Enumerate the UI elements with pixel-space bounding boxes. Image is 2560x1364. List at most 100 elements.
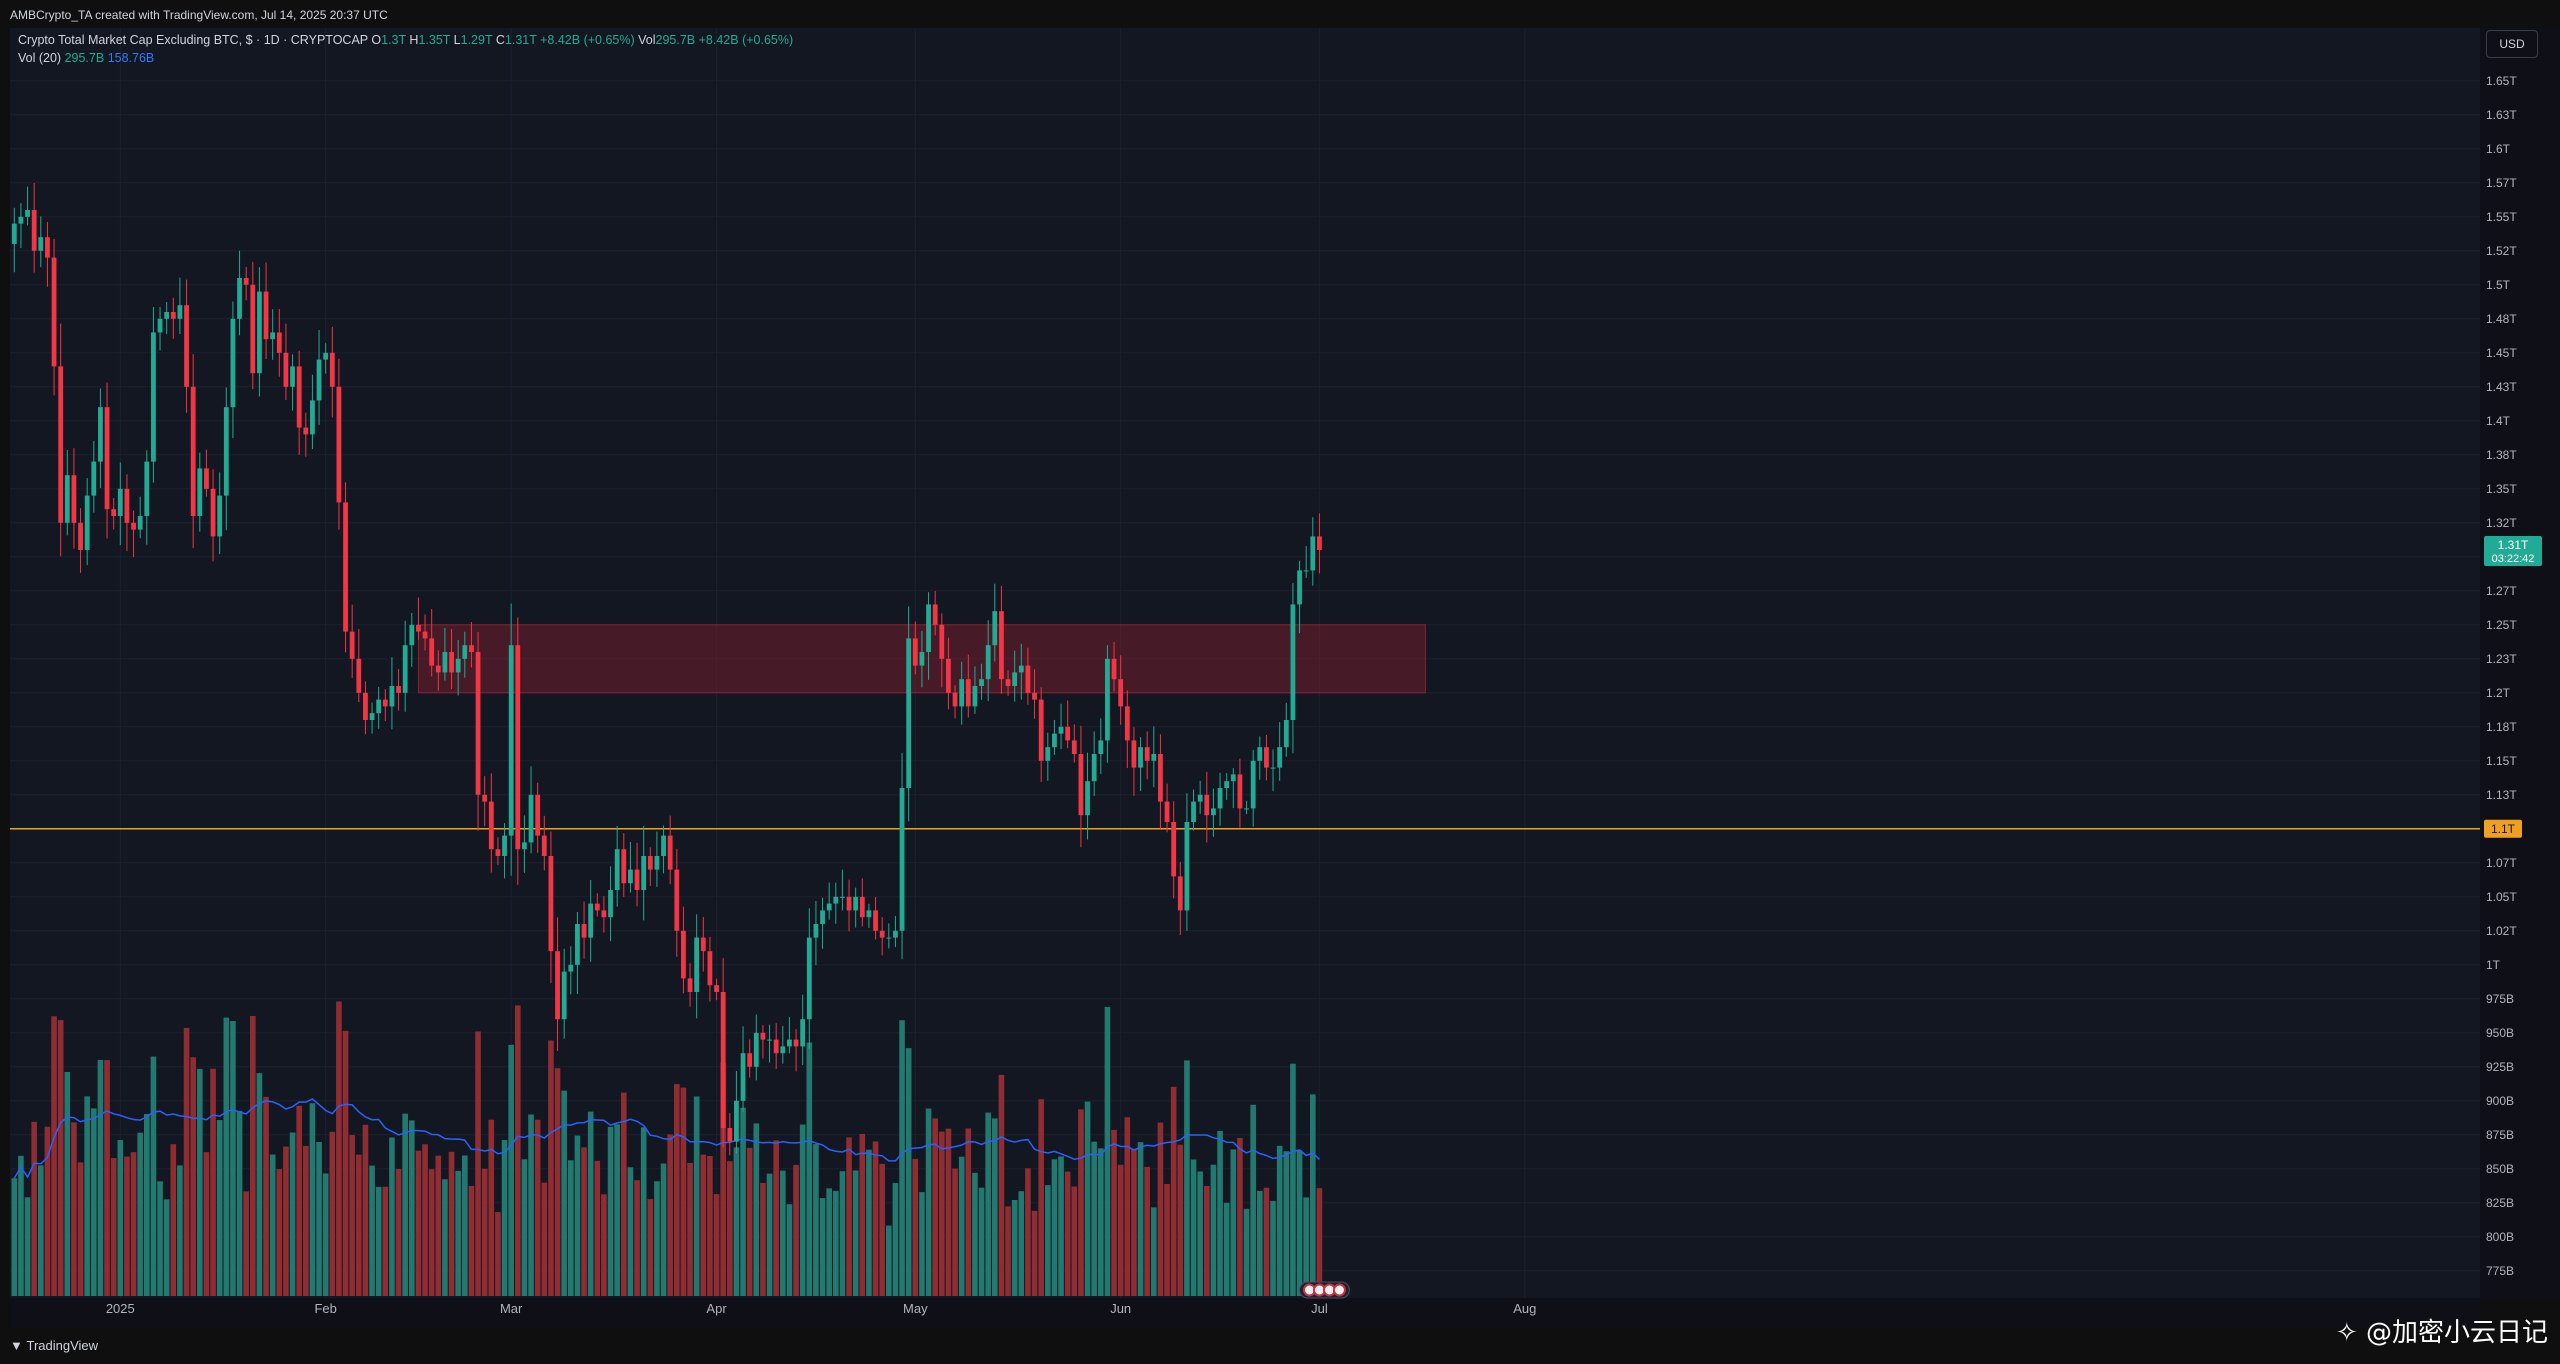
price-tick-label: 1.2T xyxy=(2486,686,2511,700)
candle-body xyxy=(11,223,17,244)
volume-bar xyxy=(621,1092,627,1296)
candle-body xyxy=(416,624,421,632)
candle xyxy=(475,631,481,831)
us-flag-icon[interactable] xyxy=(1298,1281,1350,1299)
candle xyxy=(71,448,77,549)
volume-bar xyxy=(680,1087,687,1296)
candle xyxy=(985,620,991,702)
volume-bar xyxy=(309,1103,316,1296)
volume-bar xyxy=(1237,1137,1243,1296)
volume-bar xyxy=(1137,1142,1144,1296)
candle xyxy=(893,916,898,948)
symbol-legend[interactable]: Crypto Total Market Cap Excluding BTC, $… xyxy=(18,33,793,47)
candle xyxy=(740,1026,746,1112)
volume-bar xyxy=(236,1110,243,1296)
vol20-label[interactable]: Vol (20) xyxy=(18,51,62,65)
candle-body xyxy=(223,407,229,496)
volume-bar xyxy=(1018,1191,1025,1296)
candle-body xyxy=(58,366,64,523)
candle-body xyxy=(740,1053,746,1101)
candle xyxy=(296,350,302,455)
candle xyxy=(104,382,110,539)
candle xyxy=(926,592,931,680)
volume-bar xyxy=(1223,1202,1230,1296)
volume-bar xyxy=(574,1135,581,1296)
candle xyxy=(1158,734,1163,830)
time-axis[interactable]: 2025 Feb Mar Apr May Jun Jul Aug xyxy=(10,1298,2480,1328)
currency-button[interactable]: USD xyxy=(2486,30,2538,58)
volume-bar xyxy=(150,1056,157,1296)
volume-bar xyxy=(1190,1159,1197,1296)
candle-body xyxy=(1065,726,1071,741)
volume-bar xyxy=(667,1134,673,1296)
volume-bar xyxy=(223,1017,230,1296)
price-tick-label: 1.38T xyxy=(2486,448,2517,462)
candle xyxy=(488,773,494,873)
candle xyxy=(1310,517,1316,586)
volume-bar xyxy=(521,1159,528,1296)
volume-bar xyxy=(1058,1156,1064,1296)
candle-body xyxy=(734,1100,739,1142)
candle xyxy=(323,343,329,374)
symbol-title[interactable]: Crypto Total Market Cap Excluding BTC, $… xyxy=(18,33,368,47)
candle xyxy=(568,946,574,995)
volume-bar xyxy=(892,1183,899,1296)
candle-body xyxy=(190,386,196,516)
candle-body xyxy=(389,686,395,707)
price-axis[interactable]: 1.65T 1.63T 1.6T 1.57T 1.55T 1.52T 1.5T 1.48T 1.… xyxy=(2480,28,2560,1298)
candle-body xyxy=(674,869,680,931)
volume-bar xyxy=(1005,1206,1011,1296)
candle-body xyxy=(363,692,368,720)
volume-bar xyxy=(296,1105,302,1296)
price-tick-label: 1.27T xyxy=(2486,584,2517,598)
price-axis-bg xyxy=(2480,28,2560,1298)
candle-body xyxy=(1171,822,1177,877)
candle xyxy=(502,823,507,879)
candle-body xyxy=(1164,801,1170,822)
candle xyxy=(495,837,501,865)
candle-body xyxy=(323,352,329,360)
candle xyxy=(687,963,693,1007)
candle xyxy=(1151,726,1157,788)
tradingview-brand[interactable]: ▼ TradingView xyxy=(10,1338,98,1353)
candle xyxy=(972,666,978,714)
volume-legend[interactable]: Vol (20) 295.7B 158.76B xyxy=(18,51,154,65)
candle-body xyxy=(581,924,587,938)
candle xyxy=(899,752,905,960)
candle xyxy=(124,474,130,551)
candle xyxy=(1005,670,1011,696)
price-tick-label: 1.07T xyxy=(2486,856,2517,870)
candle xyxy=(661,825,666,874)
candle xyxy=(535,782,541,853)
candle xyxy=(1224,772,1230,800)
price-tick-label: 875B xyxy=(2486,1128,2514,1142)
candle xyxy=(601,896,607,933)
candle xyxy=(1171,801,1177,899)
time-tick-label: Jul xyxy=(1311,1301,1328,1316)
candle xyxy=(1065,700,1071,749)
vol-change-value: +8.42B (+0.65%) xyxy=(698,33,794,47)
candle-body xyxy=(999,611,1004,680)
volume-bar xyxy=(548,1040,554,1296)
candle xyxy=(482,776,488,827)
price-tick-label: 1.32T xyxy=(2486,516,2517,530)
candle-body xyxy=(1184,822,1190,911)
volume-bar xyxy=(1078,1109,1084,1296)
candle xyxy=(720,958,726,1148)
volume-bar xyxy=(24,1197,31,1296)
price-tick-label: 1.65T xyxy=(2486,74,2517,88)
volume-bar xyxy=(322,1173,329,1296)
candle xyxy=(151,306,156,483)
candle-body xyxy=(1144,747,1150,761)
candle xyxy=(137,496,143,539)
candle-body xyxy=(621,849,627,884)
candle-body xyxy=(1038,699,1044,761)
volume-bar xyxy=(1117,1164,1124,1296)
open-value: 1.3T xyxy=(381,33,406,47)
candle xyxy=(548,831,554,984)
candle xyxy=(1204,771,1210,843)
volume-bar xyxy=(1038,1099,1044,1296)
candle xyxy=(78,508,83,573)
candle-body xyxy=(488,801,494,850)
